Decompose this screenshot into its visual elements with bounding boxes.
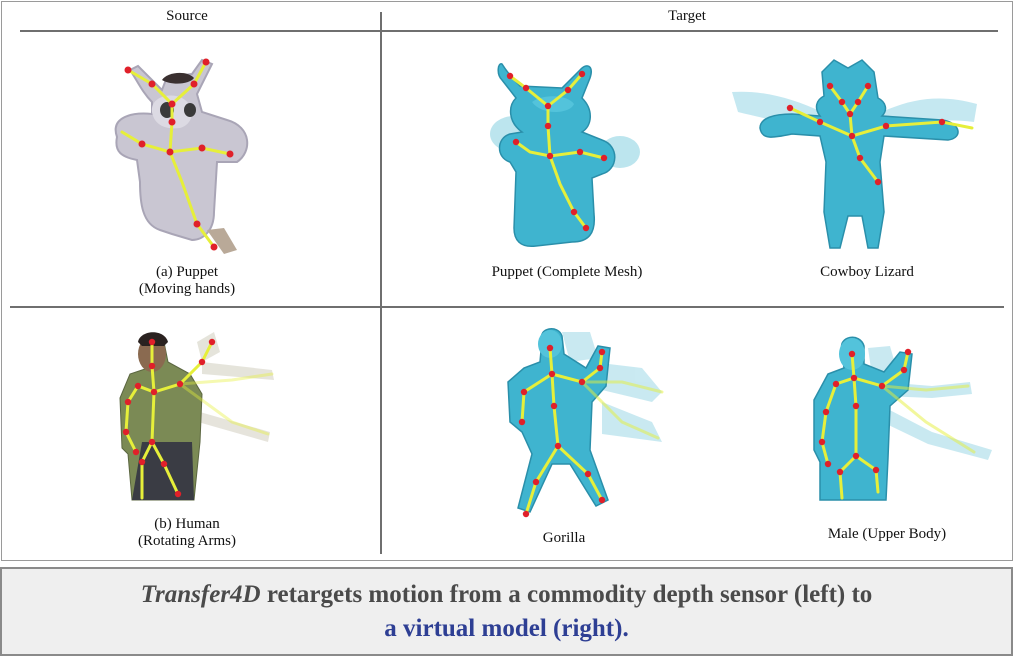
caption-line-2: a virtual model (right).	[384, 615, 629, 642]
column-divider	[380, 12, 382, 554]
source-puppet-image	[114, 58, 249, 254]
target-label-cowboy-lizard: Cowboy Lizard	[820, 264, 914, 280]
source-label-line2: (Rotating Arms)	[138, 533, 236, 549]
target-puppet-mesh	[490, 63, 640, 248]
figure-illustrations	[114, 58, 992, 518]
caption-line-1-text: retargets motion from a commodity depth …	[260, 581, 873, 608]
source-label-line1: (b) Human	[154, 516, 220, 532]
figure-caption: Transfer4D retargets motion from a commo…	[0, 567, 1013, 656]
caption-line-1: Transfer4D retargets motion from a commo…	[2, 578, 1011, 612]
source-header: Source	[166, 8, 208, 24]
caption-method-name: Transfer4D	[140, 581, 261, 608]
target-header: Target	[668, 8, 706, 24]
target-label-puppet-mesh: Puppet (Complete Mesh)	[491, 264, 643, 280]
target-gorilla	[507, 328, 664, 518]
target-male-upper-body	[813, 336, 992, 501]
source-label-line1: (a) Puppet	[155, 264, 219, 280]
source-label-puppet: (a) Puppet (Moving hands)	[112, 264, 262, 298]
target-label-gorilla: Gorilla	[542, 530, 586, 546]
source-label-line2: (Moving hands)	[138, 281, 236, 297]
figure-panel: Source Target	[1, 1, 1013, 561]
source-label-human: (b) Human (Rotating Arms)	[112, 516, 262, 550]
header-divider	[20, 30, 998, 32]
target-label-male: Male (Upper Body)	[827, 526, 947, 542]
row-divider	[10, 306, 1004, 308]
source-human-image	[119, 332, 274, 501]
target-cowboy-lizard	[732, 59, 977, 249]
